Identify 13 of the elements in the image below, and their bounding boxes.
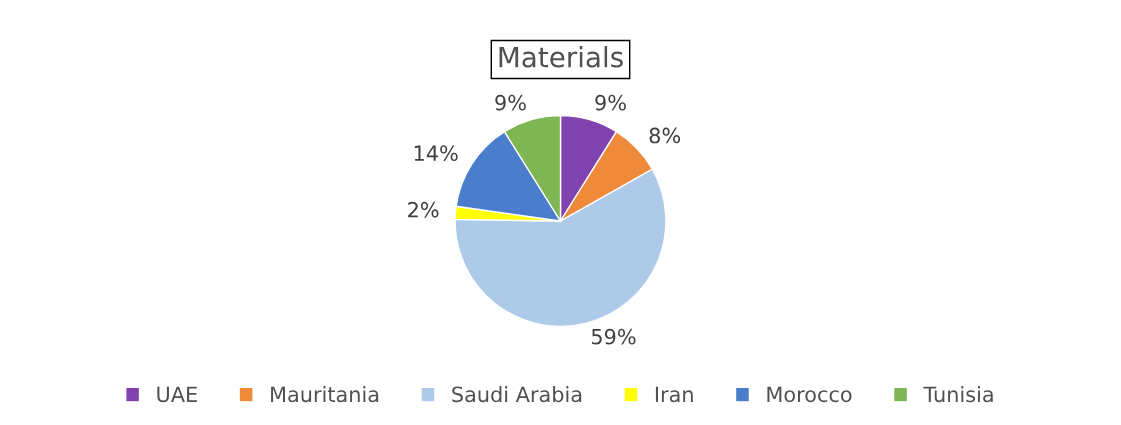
data-label: 2% xyxy=(408,201,439,218)
legend-label: Saudi Arabia xyxy=(452,386,582,403)
legend-label: Iran xyxy=(655,386,693,403)
data-label: 9% xyxy=(495,94,526,111)
legend-label: Tunisia xyxy=(923,386,993,403)
legend-label: Mauritania xyxy=(271,386,379,403)
legend-label: Morocco xyxy=(767,386,852,403)
chart-title: Materials xyxy=(499,46,623,68)
data-label: 9% xyxy=(595,94,626,111)
legend-label: UAE xyxy=(157,386,197,403)
data-label: 59% xyxy=(591,328,636,345)
data-label: 8% xyxy=(649,127,681,144)
data-label: 14% xyxy=(414,145,458,162)
